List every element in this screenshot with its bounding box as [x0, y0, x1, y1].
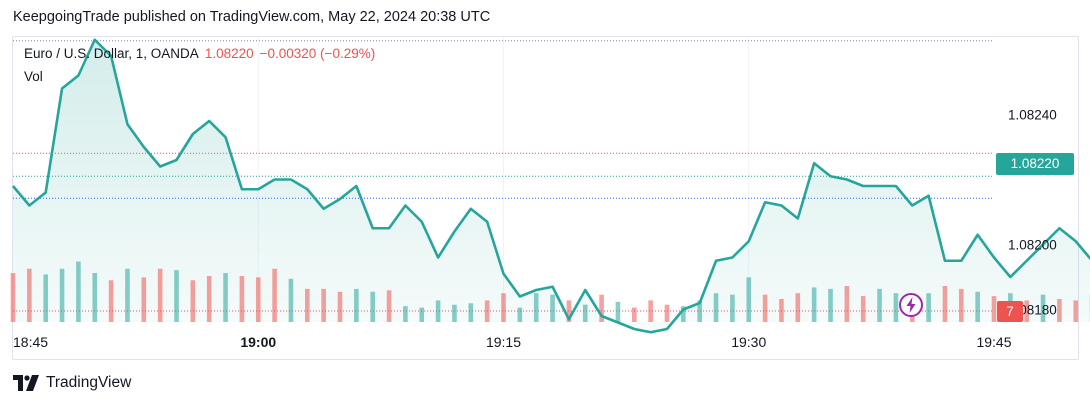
volume-bar — [174, 270, 179, 322]
volume-bar — [550, 294, 555, 322]
volume-bar — [779, 298, 784, 322]
volume-bar — [239, 275, 245, 322]
volume-bar — [125, 268, 130, 322]
volume-bar — [288, 278, 294, 322]
volume-value-tag: 7 — [997, 301, 1023, 322]
volume-bar — [452, 304, 457, 322]
volume-bar — [223, 273, 228, 322]
volume-bar — [76, 261, 81, 322]
volume-bar — [746, 277, 752, 322]
volume-bar — [811, 287, 817, 322]
price-change: −0.00320 (−0.29%) — [259, 46, 376, 61]
volume-bar — [435, 300, 441, 322]
volume-bar — [681, 306, 686, 322]
volume-bar — [190, 280, 196, 322]
volume-bar — [484, 300, 490, 322]
volume-bar — [354, 288, 359, 322]
volume-bar — [795, 293, 801, 322]
volume-bar — [27, 268, 32, 322]
symbol-label: Euro / U.S. Dollar, 1, OANDA — [24, 46, 199, 61]
volume-bar — [959, 288, 964, 322]
volume-bar — [582, 304, 588, 322]
volume-bar — [108, 280, 114, 322]
volume-bar — [468, 303, 474, 322]
y-tick-label: 1.08240 — [1008, 108, 1057, 123]
publisher-line: KeepgoingTrade published on TradingView.… — [13, 9, 491, 25]
last-price: 1.08220 — [204, 46, 254, 61]
volume-bar — [713, 293, 719, 322]
volume-label: Vol — [24, 69, 43, 84]
y-tick-label: 1.08200 — [1008, 238, 1057, 253]
x-tick-label: 18:45 — [13, 334, 48, 350]
chart-frame — [12, 36, 1079, 360]
volume-bar — [615, 301, 621, 322]
volume-bar — [1073, 300, 1079, 322]
legend-line: Euro / U.S. Dollar, 1, OANDA 1.08220 −0.00… — [24, 46, 375, 61]
volume-bar — [632, 307, 637, 322]
brand-name: TradingView — [46, 374, 132, 391]
volume-bar — [877, 288, 882, 322]
volume-bar — [59, 268, 65, 322]
volume-bar — [517, 307, 523, 322]
volume-bar — [566, 300, 572, 322]
volume-bar — [599, 294, 604, 322]
price-area-fill — [13, 39, 1090, 333]
volume-bar — [92, 273, 98, 322]
volume-bar — [157, 268, 163, 322]
volume-bar — [648, 300, 653, 322]
volume-bar — [419, 307, 425, 322]
volume-bar — [893, 293, 899, 322]
x-tick-label: 19:30 — [731, 334, 766, 350]
volume-bar — [975, 291, 980, 322]
volume-bar — [403, 306, 408, 322]
volume-bar — [942, 286, 948, 322]
volume-bar — [141, 277, 147, 322]
brand-logo[interactable]: TradingView — [13, 374, 131, 392]
volume-bar — [730, 294, 735, 322]
volume-bar — [321, 288, 326, 322]
x-tick-label: 19:00 — [240, 334, 276, 350]
volume-bar — [272, 268, 277, 322]
tradingview-logo-icon — [13, 375, 39, 391]
volume-bar — [10, 273, 16, 322]
volume-bar — [1040, 294, 1046, 322]
volume-bar — [926, 293, 931, 322]
volume-bar — [255, 277, 261, 322]
x-tick-label: 19:15 — [486, 334, 521, 350]
last-price-tag: 1.08220 — [996, 153, 1074, 175]
volume-bar — [1057, 298, 1062, 322]
lightning-icon[interactable] — [898, 292, 924, 318]
volume-bar — [206, 275, 212, 322]
price-line — [12, 38, 1090, 334]
volume-bar — [697, 300, 702, 322]
volume-bar — [43, 274, 48, 322]
volume-bar — [305, 288, 310, 322]
volume-bar — [762, 294, 768, 322]
volume-bar — [533, 293, 539, 322]
volume-bar — [386, 290, 392, 322]
volume-bar — [1024, 300, 1029, 322]
volume-bar — [337, 291, 343, 322]
volume-bar — [828, 288, 833, 322]
volume-bar — [501, 293, 506, 322]
volume-bar — [844, 286, 850, 322]
x-tick-label: 19:45 — [976, 334, 1011, 350]
volume-bar — [991, 296, 997, 322]
volume-bar — [370, 291, 375, 322]
volume-bar — [860, 296, 866, 322]
volume-bar — [664, 304, 670, 322]
